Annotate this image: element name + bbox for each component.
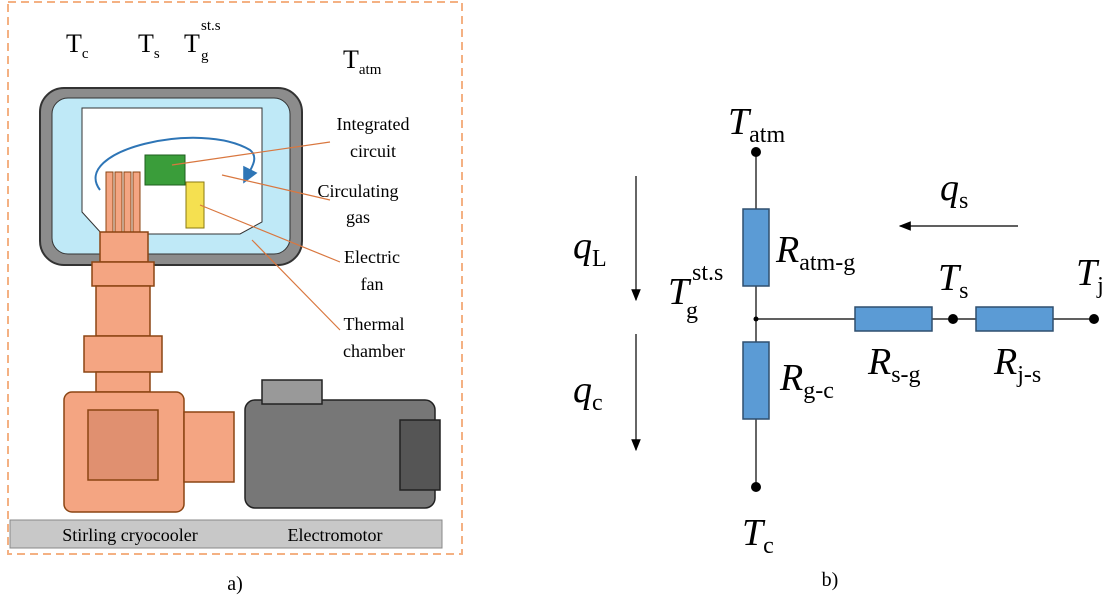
- callout: gas: [346, 207, 370, 227]
- label-part: atm: [749, 122, 785, 148]
- temp-label: Tatm: [343, 45, 382, 78]
- callout: Integrated: [337, 114, 410, 134]
- label-part: T: [138, 29, 154, 58]
- panel-label: a): [227, 573, 243, 595]
- resistor-label: Ratm-g: [775, 229, 855, 276]
- label-part: R: [775, 229, 799, 271]
- label-part: g-c: [803, 378, 834, 404]
- label-part: q: [940, 167, 959, 209]
- temp-label: Ts: [138, 29, 160, 62]
- panel-label: b): [822, 569, 839, 591]
- node-label: Ts: [938, 257, 968, 304]
- circuit-board: [145, 155, 185, 185]
- label-part: T: [343, 45, 359, 74]
- node-sup: st.s: [692, 260, 723, 286]
- base-label: Stirling cryocooler: [62, 525, 197, 545]
- temp-sub: g: [201, 48, 209, 64]
- label-part: j: [1096, 273, 1104, 299]
- callout: Thermal: [344, 314, 405, 334]
- resistor-label: Rs-g: [867, 341, 921, 388]
- node-label: Tj: [1076, 252, 1104, 299]
- base-label: Electromotor: [288, 525, 383, 545]
- node-sub: g: [686, 298, 698, 324]
- electromotor: [245, 380, 440, 508]
- figure: Tc Ts T st.s g Tatm Integrated circuit C…: [0, 0, 1110, 603]
- callout: circuit: [350, 141, 396, 161]
- temp-label: T: [184, 29, 200, 58]
- flow-label: qL: [573, 225, 607, 272]
- resistor-label: Rj-s: [993, 341, 1041, 388]
- label-part: T: [66, 29, 82, 58]
- label-part: c: [82, 46, 89, 62]
- temp-label: Tc: [66, 29, 89, 62]
- label-part: s: [959, 188, 968, 214]
- label-part: c: [763, 533, 774, 559]
- panel-a: Tc Ts T st.s g Tatm Integrated circuit C…: [8, 2, 462, 595]
- callout: fan: [361, 274, 384, 294]
- label-part: j-s: [1016, 362, 1041, 388]
- callout: Circulating: [318, 181, 399, 201]
- resistor-label: Rg-c: [779, 357, 834, 404]
- label-part: q: [573, 225, 592, 267]
- panel-b: Tatm T st.s g Ts Tj Tc Ratm-g Rg-c Rs-g …: [573, 101, 1104, 591]
- label-part: s: [959, 278, 968, 304]
- node-label: Tc: [742, 512, 774, 559]
- cryocooler: [64, 232, 234, 512]
- callout: chamber: [343, 341, 405, 361]
- label-part: atm-g: [799, 250, 855, 276]
- label-part: c: [592, 390, 603, 416]
- label-part: s: [154, 46, 160, 62]
- flow-label: qs: [940, 167, 968, 214]
- callout: Electric: [344, 247, 400, 267]
- node-label: Tatm: [728, 101, 785, 148]
- label-part: R: [993, 341, 1017, 383]
- label-part: s-g: [891, 362, 920, 388]
- label-part: atm: [359, 62, 382, 78]
- flow-label: qc: [573, 369, 603, 416]
- label-part: R: [867, 341, 891, 383]
- label-part: R: [779, 357, 803, 399]
- label-part: q: [573, 369, 592, 411]
- temp-sup: st.s: [201, 18, 221, 34]
- label-part: L: [592, 246, 607, 272]
